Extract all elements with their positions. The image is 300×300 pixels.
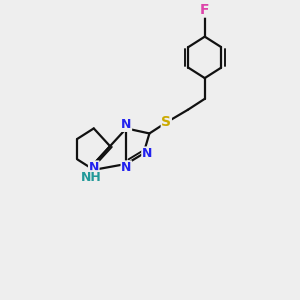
Text: F: F [200,3,209,17]
Text: N: N [88,161,99,174]
Text: N: N [142,147,152,160]
Text: NH: NH [80,171,101,184]
Text: S: S [161,116,171,130]
Text: N: N [121,118,131,131]
Text: N: N [121,161,131,174]
